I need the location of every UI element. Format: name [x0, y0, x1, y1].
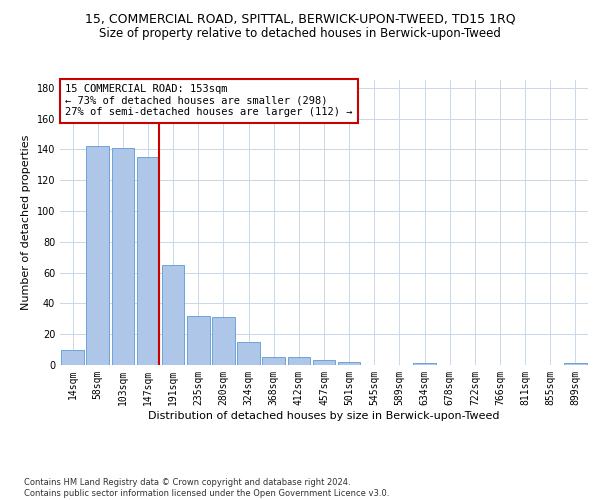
Bar — [162, 265, 184, 365]
Text: 15 COMMERCIAL ROAD: 153sqm
← 73% of detached houses are smaller (298)
27% of sem: 15 COMMERCIAL ROAD: 153sqm ← 73% of deta… — [65, 84, 353, 117]
Bar — [413, 364, 436, 365]
Bar — [112, 148, 134, 365]
X-axis label: Distribution of detached houses by size in Berwick-upon-Tweed: Distribution of detached houses by size … — [148, 410, 500, 420]
Y-axis label: Number of detached properties: Number of detached properties — [21, 135, 31, 310]
Bar — [262, 358, 285, 365]
Bar — [237, 342, 260, 365]
Bar — [61, 350, 84, 365]
Text: Contains HM Land Registry data © Crown copyright and database right 2024.
Contai: Contains HM Land Registry data © Crown c… — [24, 478, 389, 498]
Bar — [86, 146, 109, 365]
Bar — [187, 316, 209, 365]
Bar — [287, 358, 310, 365]
Bar — [313, 360, 335, 365]
Bar — [338, 362, 361, 365]
Bar — [137, 157, 160, 365]
Text: 15, COMMERCIAL ROAD, SPITTAL, BERWICK-UPON-TWEED, TD15 1RQ: 15, COMMERCIAL ROAD, SPITTAL, BERWICK-UP… — [85, 12, 515, 26]
Bar — [564, 364, 587, 365]
Bar — [212, 317, 235, 365]
Text: Size of property relative to detached houses in Berwick-upon-Tweed: Size of property relative to detached ho… — [99, 28, 501, 40]
